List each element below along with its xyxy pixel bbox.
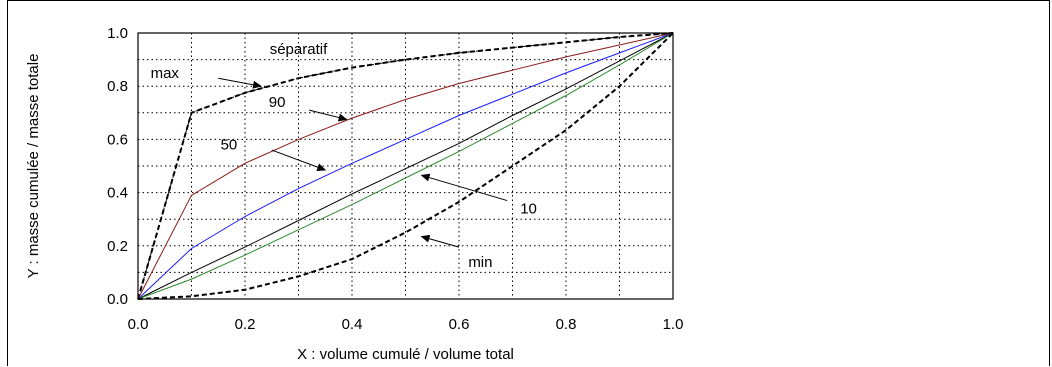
annotation-label: séparatif (270, 41, 328, 58)
series-line-séparatif (137, 32, 674, 300)
annotation-arrow (309, 109, 348, 122)
series-line-curve-5 (137, 32, 674, 300)
x-tick-label: 0.6 (449, 316, 470, 333)
annotation-label: 90 (269, 94, 286, 111)
annotation-arrow (420, 173, 508, 202)
grid (138, 33, 673, 299)
annotation-label: 10 (520, 201, 537, 218)
tick-labels: 0.0 0.2 0.4 0.6 0.8 1.0 0.0 0.2 0.4 0.6 0.8 1.0 (107, 25, 683, 333)
y-tick-label: 0.6 (107, 131, 128, 148)
x-tick-label: 0.2 (235, 316, 256, 333)
y-tick-label: 0.2 (107, 238, 128, 255)
annotation-layer: séparatif max 90 50 10 min (151, 41, 537, 271)
x-tick-label: 0.0 (128, 316, 149, 333)
plot-area-border (137, 32, 674, 300)
y-tick-label: 0.4 (107, 185, 128, 202)
annotation-arrow (420, 234, 460, 248)
annotation-arrow (271, 149, 327, 171)
series-line-min (137, 32, 674, 300)
annotation-label: max (151, 65, 180, 82)
series-line-90 (137, 32, 674, 300)
annotation-label: 50 (221, 137, 238, 154)
arrow-layer (218, 77, 508, 248)
y-tick-label: 0.0 (107, 291, 128, 308)
annotation-arrow (218, 77, 263, 89)
series-line-50 (137, 32, 674, 300)
series-line-10 (137, 32, 674, 300)
x-axis-label: X : volume cumulé / volume total (297, 346, 514, 363)
chart-frame (7, 0, 1050, 366)
x-tick-label: 0.4 (342, 316, 363, 333)
annotation-label: min (468, 254, 492, 271)
y-tick-label: 1.0 (107, 25, 128, 42)
y-axis-label: Y : masse cumulée / masse totale (25, 54, 42, 279)
x-tick-label: 1.0 (663, 316, 684, 333)
x-tick-label: 0.8 (556, 316, 577, 333)
series-layer (137, 32, 674, 300)
y-tick-label: 0.8 (107, 78, 128, 95)
